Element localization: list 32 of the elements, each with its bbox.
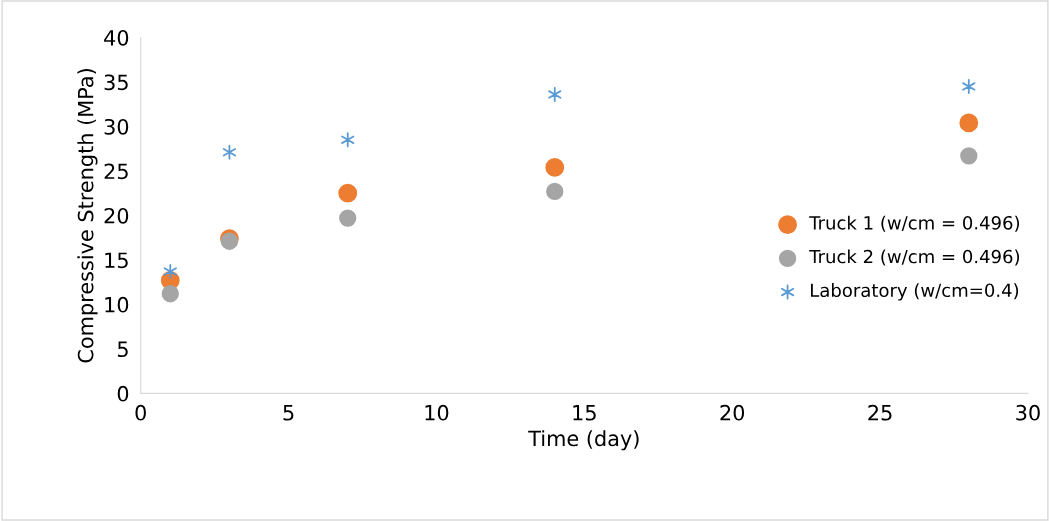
point xyxy=(341,132,355,148)
x-tick-label: 20 xyxy=(720,404,745,421)
x-tick-label: 25 xyxy=(868,404,892,421)
y-tick-label: 20 xyxy=(104,207,129,224)
legend-label: Laboratory (w/cm=0.4) xyxy=(811,283,1019,301)
point xyxy=(959,113,979,133)
legend-label: Truck 1 (w/cm = 0.496) xyxy=(809,215,1020,232)
y-tick-label: 5 xyxy=(117,341,128,358)
x-tick-label: 10 xyxy=(425,404,449,421)
legend-label: Truck 2 (w/cm = 0.496) xyxy=(809,249,1020,266)
y-tick-label: 25 xyxy=(104,163,128,180)
point xyxy=(545,157,565,177)
point xyxy=(338,183,358,203)
y-tick-label: 40 xyxy=(104,29,129,46)
point xyxy=(161,285,179,303)
point xyxy=(548,86,562,102)
x-axis-title: Time (day) xyxy=(528,430,639,451)
point xyxy=(962,78,976,94)
y-tick-label: 10 xyxy=(105,296,129,313)
y-tick-label: 15 xyxy=(105,252,128,269)
x-tick-label: 5 xyxy=(283,405,294,421)
y-tick-label: 0 xyxy=(117,385,129,402)
point xyxy=(339,209,357,227)
y-tick-label: 30 xyxy=(104,118,129,135)
y-tick-label: 35 xyxy=(104,74,128,91)
point xyxy=(546,182,564,201)
x-tick-label: 30 xyxy=(1016,404,1040,421)
point xyxy=(163,263,177,279)
point xyxy=(960,147,978,165)
x-tick-label: 15 xyxy=(573,405,596,421)
x-tick-label: 0 xyxy=(135,404,146,421)
y-axis-title: Compressive Strength (MPa) xyxy=(77,69,98,363)
